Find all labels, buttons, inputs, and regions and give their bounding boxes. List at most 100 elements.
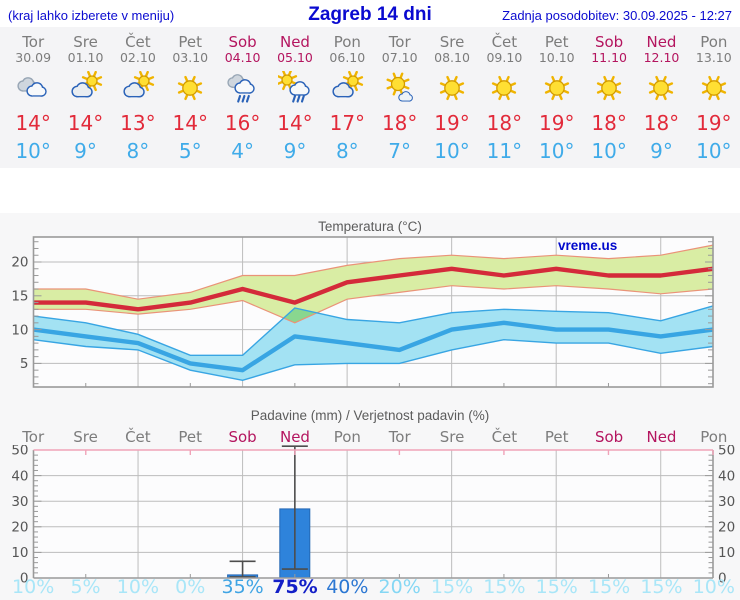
day-name: Sob xyxy=(228,33,257,51)
temp-max: 19° xyxy=(696,111,732,135)
precip-probability: 15% xyxy=(640,576,683,598)
svg-text:0: 0 xyxy=(20,571,29,587)
precip-probability: 15% xyxy=(483,576,526,598)
temp-min: 10° xyxy=(591,139,627,163)
forecast-day: Pet 10.10 19° 10° xyxy=(531,27,583,168)
precip-day-labels: Tor Sre Čet Pet Sob Ned Pon Tor Sre Čet Pet Sob Ned P… xyxy=(7,428,740,446)
temp-min: 4° xyxy=(231,139,254,163)
forecast-day: Sre 01.10 14° 9° xyxy=(59,27,111,168)
sunny-icon xyxy=(435,71,469,105)
day-name: Ned xyxy=(279,33,310,51)
day-name: Ned xyxy=(646,33,677,51)
precip-day-label: Pon xyxy=(700,428,728,446)
day-date: 06.10 xyxy=(329,50,366,65)
temp-min: 8° xyxy=(126,139,150,163)
precipitation-chart: 0 0 10 10 20 20 30 30 40 40 50 50 xyxy=(11,445,735,587)
temp-min: 11° xyxy=(486,139,523,163)
day-name: Tor xyxy=(22,33,45,51)
temp-max: 17° xyxy=(329,111,366,135)
precip-day-label: Ned xyxy=(646,428,677,446)
precip-day-label: Čet xyxy=(491,428,518,446)
precip-probability: 10% xyxy=(12,576,55,598)
forecast-day: Tor 07.10 18° 7° xyxy=(374,27,426,168)
forecast-day: Pon 06.10 17° 8° xyxy=(321,27,373,168)
svg-text:30: 30 xyxy=(11,494,28,510)
day-date: 09.10 xyxy=(486,50,523,65)
sun-rain-icon xyxy=(276,69,312,105)
sunny-icon xyxy=(697,71,731,105)
precip-day-label: Sob xyxy=(594,428,624,446)
day-name: Pet xyxy=(178,33,203,51)
forecast-day: Pon 13.10 19° 10° xyxy=(688,27,740,168)
temp-min: 10° xyxy=(434,139,470,163)
day-name: Sre xyxy=(73,33,98,51)
last-updated: Zadnja posodobitev: 30.09.2025 - 12:27 xyxy=(502,8,732,23)
watermark-link[interactable]: vreme.us xyxy=(558,238,618,253)
forecast-day: Čet 09.10 18° 11° xyxy=(478,27,530,168)
forecast-day: Čet 02.10 13° 8° xyxy=(112,27,164,168)
precip-day-label: Čet xyxy=(125,428,151,446)
temp-min: 9° xyxy=(74,139,97,163)
sun-cloud-icon xyxy=(121,70,155,105)
day-date: 05.10 xyxy=(277,50,313,65)
svg-text:10: 10 xyxy=(718,545,735,561)
sunny-icon xyxy=(592,71,626,105)
day-date: 04.10 xyxy=(224,50,261,65)
precip-day-label: Pon xyxy=(333,428,361,446)
temp-max: 19° xyxy=(539,111,575,135)
forecast-day: Ned 12.10 18° 9° xyxy=(635,27,687,168)
svg-text:40: 40 xyxy=(11,468,28,484)
precip-day-label: Tor xyxy=(22,428,45,446)
forecast-day: Pet 03.10 14° 5° xyxy=(164,27,216,168)
day-name: Sob xyxy=(594,33,624,51)
precip-probability: 15% xyxy=(430,576,474,598)
temp-chart-title: Temperatura (°C) xyxy=(318,219,422,234)
precip-probability: 15% xyxy=(587,576,631,598)
precip-probability: 10% xyxy=(692,576,735,598)
precip-day-label: Pet xyxy=(544,428,569,446)
precip-day-label: Tor xyxy=(388,428,411,446)
svg-text:5: 5 xyxy=(20,356,29,372)
precip-probability: 20% xyxy=(378,576,421,598)
svg-text:40: 40 xyxy=(718,468,735,484)
precip-probability: 15% xyxy=(535,576,578,598)
day-name: Tor xyxy=(388,33,411,51)
precip-day-label: Sre xyxy=(439,428,465,446)
precip-probability-row: 10% 5% 10% 0% 35% 75% 40% 20% 15% 15% 15% 15% 15% 10% xyxy=(7,576,740,598)
precip-probability: 5% xyxy=(70,576,101,598)
precip-probability: 10% xyxy=(116,576,159,598)
temp-max: 14° xyxy=(15,111,51,135)
svg-text:20: 20 xyxy=(718,520,735,536)
temp-min: 5° xyxy=(178,139,202,163)
precip-day-label: Sre xyxy=(73,428,98,446)
day-date: 10.10 xyxy=(538,50,575,65)
sun-cloud-icon xyxy=(69,70,103,105)
svg-text:50: 50 xyxy=(11,445,28,459)
forecast-day: Sre 08.10 19° 10° xyxy=(426,27,478,168)
svg-text:50: 50 xyxy=(718,445,735,459)
forecast-days: Tor 30.09 14° 10° Sre 01.10 14° 9° Čet 0… xyxy=(7,27,740,168)
sunny-icon xyxy=(173,71,207,105)
svg-text:10: 10 xyxy=(11,545,28,561)
sun-small-cloud-icon xyxy=(383,71,417,105)
forecast-day: Ned 05.10 14° 9° xyxy=(269,27,321,168)
temp-max: 18° xyxy=(591,111,627,135)
day-date: 12.10 xyxy=(643,50,680,65)
precip-day-label: Sob xyxy=(228,428,257,446)
location-hint: (kraj lahko izberete v meniju) xyxy=(8,8,175,23)
forecast-day: Sob 11.10 18° 10° xyxy=(583,27,635,168)
day-date: 02.10 xyxy=(119,50,156,65)
sunny-icon xyxy=(540,71,574,105)
day-date: 08.10 xyxy=(434,50,470,65)
temp-min: 10° xyxy=(696,139,732,163)
day-date: 13.10 xyxy=(695,50,732,65)
temp-min: 7° xyxy=(388,139,412,163)
svg-text:15: 15 xyxy=(11,289,28,305)
day-name: Čet xyxy=(491,33,518,51)
svg-text:30: 30 xyxy=(718,494,735,510)
day-date: 30.09 xyxy=(15,50,52,65)
temp-min: 9° xyxy=(283,139,307,163)
day-date: 03.10 xyxy=(172,50,209,65)
rain-icon xyxy=(226,71,260,105)
precip-probability: 35% xyxy=(221,576,264,598)
